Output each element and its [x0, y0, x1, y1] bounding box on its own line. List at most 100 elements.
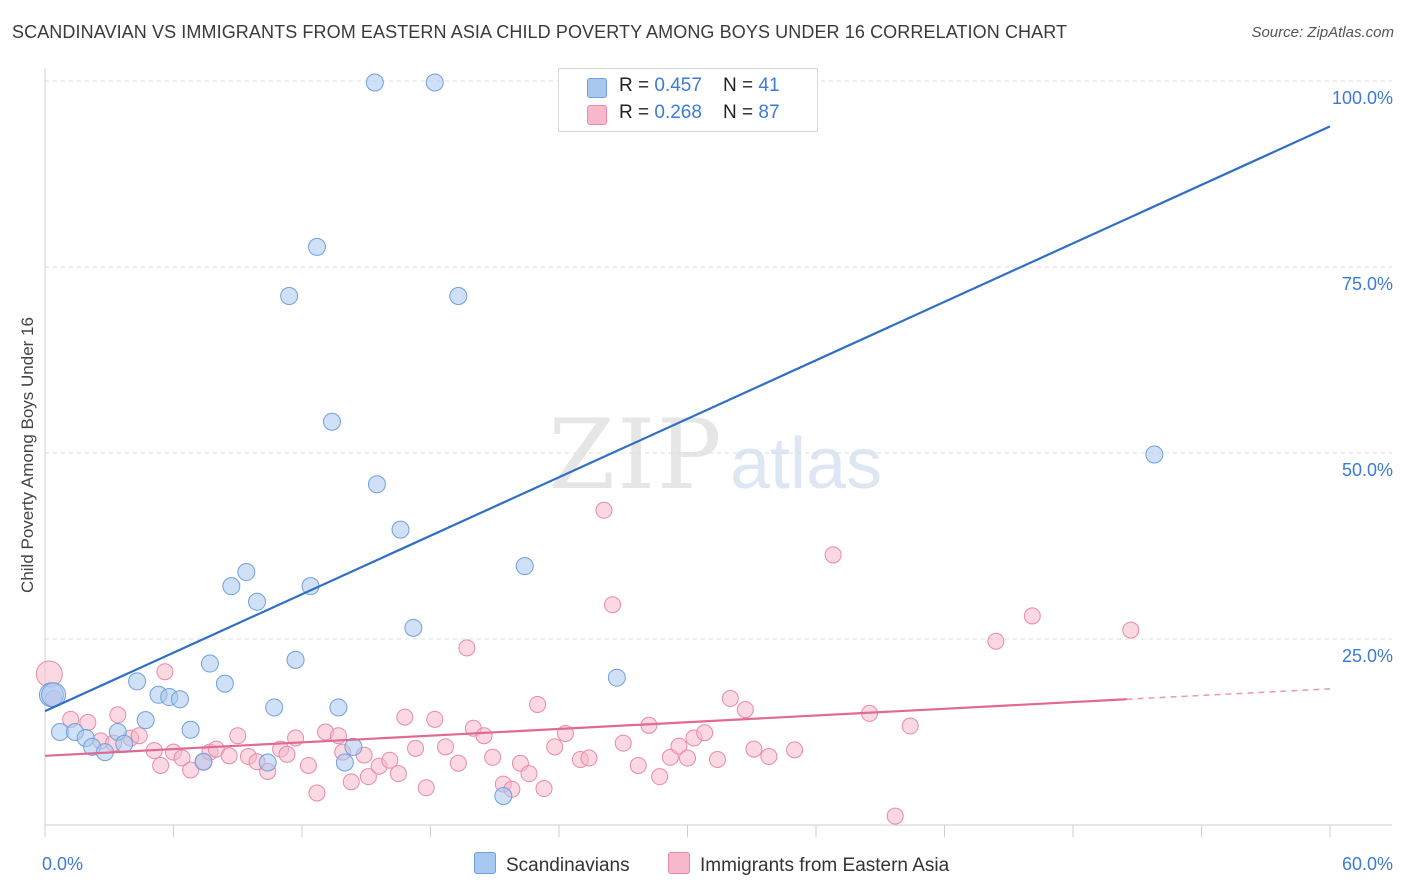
point-scandinavians	[425, 73, 444, 92]
grid	[45, 80, 1392, 640]
point-immigrants	[182, 761, 200, 779]
trend-line-scandinavians	[44, 125, 1331, 713]
bottom-legend-label-immigrants: Immigrants from Eastern Asia	[700, 855, 950, 876]
legend-n-value: 87	[758, 102, 780, 123]
point-immigrants	[1023, 607, 1041, 625]
point-immigrants	[278, 745, 296, 763]
point-immigrants	[152, 756, 170, 774]
trend-line-immigrants	[44, 698, 1127, 757]
point-scandinavians	[215, 674, 234, 693]
point-immigrants	[396, 708, 414, 726]
point-scandinavians	[1145, 445, 1164, 464]
point-immigrants	[696, 724, 714, 742]
point-immigrants	[426, 710, 444, 728]
point-immigrants	[535, 780, 553, 798]
point-immigrants	[299, 756, 317, 774]
point-scandinavians	[248, 592, 267, 611]
point-immigrants	[736, 701, 754, 719]
point-scandinavians	[258, 753, 277, 772]
point-scandinavians	[494, 786, 513, 805]
legend-n-label: N =	[723, 75, 759, 96]
chart-title: SCANDINAVIAN VS IMMIGRANTS FROM EASTERN …	[12, 22, 1068, 42]
chart-source: Source: ZipAtlas.com	[1251, 24, 1394, 41]
point-immigrants	[604, 596, 622, 614]
point-immigrants	[342, 773, 360, 791]
point-immigrants	[407, 739, 425, 757]
point-scandinavians	[344, 737, 363, 756]
point-scandinavians	[335, 753, 354, 772]
point-immigrants	[901, 717, 919, 735]
point-scandinavians	[170, 690, 189, 709]
point-immigrants	[173, 749, 191, 767]
tick-labels: 25.0% 50.0% 75.0% 100.0% 0.0% 60.0%	[42, 88, 1393, 874]
point-scandinavians	[237, 563, 256, 582]
point-immigrants	[614, 734, 632, 752]
point-immigrants	[721, 690, 739, 708]
point-immigrants	[389, 765, 407, 783]
legend-r-label: R =	[619, 102, 655, 123]
point-scandinavians	[367, 475, 386, 494]
point-immigrants	[580, 749, 598, 767]
point-immigrants	[670, 737, 688, 755]
x-tick-label: 60.0%	[1342, 854, 1393, 874]
legend-swatch-immigrants	[587, 105, 607, 125]
y-tick-label: 50.0%	[1342, 460, 1393, 480]
trend-lines	[44, 125, 1331, 757]
point-scandinavians	[607, 668, 626, 687]
point-scandinavians	[280, 287, 299, 306]
point-immigrants	[381, 751, 399, 769]
watermark-zip: ZIP	[548, 399, 723, 511]
point-immigrants	[130, 727, 148, 745]
bottom-legend-label-scandinavians: Scandinavians	[506, 855, 630, 876]
point-immigrants	[886, 807, 904, 825]
y-tick-label: 25.0%	[1342, 646, 1393, 666]
legend-r-label: R =	[619, 75, 655, 96]
point-scandinavians	[404, 618, 423, 637]
point-scandinavians	[391, 520, 410, 539]
point-immigrants	[824, 546, 842, 564]
x-tick-label: 0.0%	[42, 854, 83, 874]
point-immigrants	[629, 756, 647, 774]
point-immigrants	[109, 706, 127, 724]
point-scandinavians	[194, 752, 213, 771]
bottom-legend-scandinavians: Scandinavians	[474, 852, 630, 877]
point-immigrants	[786, 741, 804, 759]
point-scandinavians	[115, 734, 134, 753]
point-immigrants	[708, 751, 726, 769]
point-immigrants	[546, 738, 564, 756]
point-scandinavians	[322, 412, 341, 431]
point-scandinavians	[128, 672, 147, 691]
point-immigrants	[651, 768, 669, 786]
point-immigrants	[475, 727, 493, 745]
point-scandinavians	[181, 720, 200, 739]
point-scandinavians	[265, 698, 284, 717]
watermark-atlas: atlas	[730, 424, 882, 504]
y-tick-label: 75.0%	[1342, 274, 1393, 294]
legend-n-value: 41	[758, 75, 780, 96]
point-scandinavians	[515, 557, 534, 576]
point-scandinavians	[136, 711, 155, 730]
point-immigrants	[220, 747, 238, 765]
point-scandinavians	[449, 287, 468, 306]
point-immigrants	[417, 779, 435, 797]
y-tick-label: 100.0%	[1332, 88, 1393, 108]
point-immigrants	[308, 784, 326, 802]
legend-n-label: N =	[723, 102, 759, 123]
series-immigrants-eastern-asia-points	[35, 501, 1140, 825]
point-immigrants	[760, 748, 778, 766]
point-immigrants	[359, 768, 377, 786]
point-scandinavians	[286, 650, 305, 669]
point-scandinavians	[307, 237, 326, 256]
point-scandinavians	[200, 654, 219, 673]
point-scandinavians	[365, 73, 384, 92]
point-immigrants	[679, 749, 696, 767]
point-immigrants	[229, 727, 247, 745]
bottom-legend-swatch-scandinavians	[474, 852, 496, 874]
point-immigrants	[987, 632, 1005, 650]
point-immigrants	[156, 663, 174, 681]
point-scandinavians	[222, 577, 241, 596]
point-immigrants	[484, 748, 502, 766]
point-immigrants	[520, 765, 538, 783]
point-scandinavians	[329, 698, 348, 717]
